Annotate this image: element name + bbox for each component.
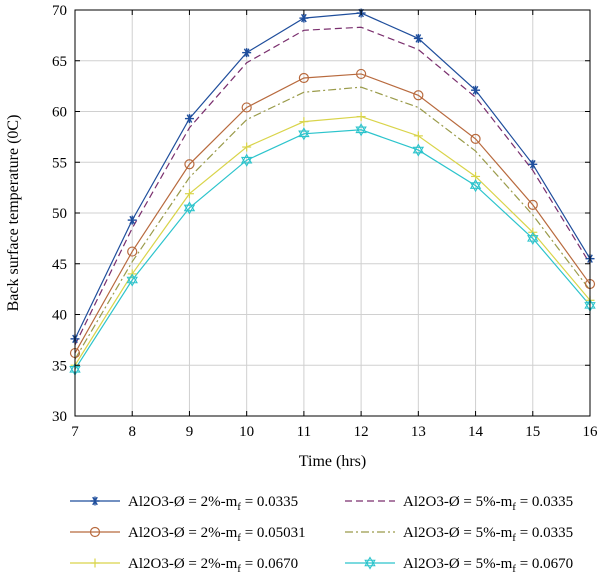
y-tick-labels: 30 35 40 45 50 55 60 65 70 bbox=[52, 3, 67, 425]
series-3-point bbox=[413, 90, 424, 101]
series-6-point bbox=[355, 123, 367, 137]
legend-marker bbox=[89, 526, 101, 538]
legend-label-value: = 0.0335 bbox=[516, 494, 573, 510]
legend-marker bbox=[364, 556, 376, 570]
legend-label-main: Al2O3-Ø = 2%-m bbox=[128, 556, 238, 572]
y-tick-label: 35 bbox=[52, 358, 67, 374]
y-tick-label: 60 bbox=[52, 105, 67, 121]
series-6-point bbox=[126, 273, 138, 287]
legend-item: Al2O3-Ø = 5%-mf = 0.0670 bbox=[345, 556, 573, 575]
legend-label: Al2O3-Ø = 2%-mf = 0.0335 bbox=[128, 494, 298, 513]
y-tick-label: 70 bbox=[52, 3, 67, 19]
legend-label-value: = 0.0670 bbox=[241, 556, 298, 572]
series-line-4 bbox=[74, 86, 591, 360]
series-5-point bbox=[413, 131, 423, 141]
legend-marker bbox=[90, 496, 100, 506]
y-tick-label: 40 bbox=[52, 308, 67, 324]
series-3-point bbox=[527, 199, 538, 210]
legend-label-value: = 0.05031 bbox=[241, 525, 306, 541]
legend-label-subscript: f bbox=[237, 563, 241, 575]
x-axis-label: Time (hrs) bbox=[299, 453, 366, 470]
grid bbox=[75, 10, 590, 416]
legend-label: Al2O3-Ø = 2%-mf = 0.0670 bbox=[128, 556, 298, 575]
legend-label-main: Al2O3-Ø = 2%-m bbox=[128, 494, 238, 510]
series-3-point bbox=[184, 159, 195, 170]
legend-item: Al2O3-Ø = 5%-mf = 0.0335 bbox=[345, 494, 573, 513]
legend-label-subscript: f bbox=[237, 501, 241, 513]
legend-label-value: = 0.0335 bbox=[241, 494, 298, 510]
series-1-point bbox=[471, 85, 481, 95]
series-lines bbox=[74, 12, 591, 370]
series-3-point bbox=[298, 72, 309, 84]
series-line-2 bbox=[74, 26, 591, 346]
legend-label-subscript: f bbox=[512, 563, 516, 575]
y-tick-label: 65 bbox=[52, 54, 67, 70]
series-3-point bbox=[470, 133, 481, 145]
y-tick-label: 55 bbox=[52, 155, 67, 171]
series-3-point bbox=[356, 68, 367, 80]
series-line-5 bbox=[74, 115, 591, 366]
legend-item: Al2O3-Ø = 2%-mf = 0.05031 bbox=[70, 525, 306, 544]
x-tick-label: 15 bbox=[525, 424, 540, 440]
x-tick-label: 8 bbox=[128, 424, 136, 440]
legend-label-main: Al2O3-Ø = 5%-m bbox=[403, 556, 513, 572]
x-tick-label: 13 bbox=[411, 424, 426, 440]
y-tick-label: 50 bbox=[52, 206, 67, 222]
series-3-point bbox=[127, 246, 138, 257]
legend-label-value: = 0.0335 bbox=[516, 525, 573, 541]
legend: Al2O3-Ø = 2%-mf = 0.0335 Al2O3-Ø = 5%-mf … bbox=[70, 494, 573, 575]
legend-label-subscript: f bbox=[237, 532, 241, 544]
legend-label: Al2O3-Ø = 5%-mf = 0.0670 bbox=[403, 556, 573, 575]
series-5-point bbox=[356, 112, 366, 122]
x-tick-labels: 7 8 9 10 11 12 13 14 15 16 bbox=[71, 424, 598, 440]
series-1-point bbox=[299, 13, 309, 23]
series-5-point bbox=[299, 117, 309, 127]
series-1-point bbox=[413, 33, 423, 43]
series-markers bbox=[69, 8, 596, 376]
series-line-3 bbox=[74, 73, 591, 354]
series-1-point bbox=[184, 114, 194, 124]
series-6-point bbox=[527, 231, 539, 245]
x-tick-label: 14 bbox=[468, 424, 484, 440]
x-tick-label: 12 bbox=[354, 424, 369, 440]
y-tick-label: 45 bbox=[52, 257, 67, 273]
x-tick-label: 16 bbox=[583, 424, 599, 440]
legend-label-main: Al2O3-Ø = 2%-m bbox=[128, 525, 238, 541]
y-tick-label: 30 bbox=[52, 409, 67, 425]
legend-label-subscript: f bbox=[512, 532, 516, 544]
series-1-point bbox=[528, 159, 538, 169]
series-line-1 bbox=[74, 12, 591, 340]
legend-label: Al2O3-Ø = 2%-mf = 0.05031 bbox=[128, 525, 306, 544]
legend-label-main: Al2O3-Ø = 5%-m bbox=[403, 494, 513, 510]
series-6-point bbox=[412, 143, 425, 157]
legend-item: Al2O3-Ø = 5%-mf = 0.0335 bbox=[345, 525, 573, 544]
series-1-point bbox=[242, 48, 252, 58]
series-line-6 bbox=[74, 129, 591, 370]
series-5-point bbox=[184, 189, 194, 199]
x-tick-label: 11 bbox=[297, 424, 311, 440]
series-6-point bbox=[240, 153, 253, 167]
legend-label-value: = 0.0670 bbox=[516, 556, 573, 572]
legend-label: Al2O3-Ø = 5%-mf = 0.0335 bbox=[403, 494, 573, 513]
ticks bbox=[74, 9, 591, 417]
legend-item: Al2O3-Ø = 2%-mf = 0.0670 bbox=[70, 556, 298, 575]
series-6-point bbox=[469, 178, 482, 193]
legend-label-main: Al2O3-Ø = 5%-m bbox=[403, 525, 513, 541]
series-6-point bbox=[183, 201, 196, 215]
x-tick-label: 10 bbox=[239, 424, 254, 440]
legend-label-subscript: f bbox=[512, 501, 516, 513]
legend-label: Al2O3-Ø = 5%-mf = 0.0335 bbox=[403, 525, 573, 544]
series-5-point bbox=[242, 142, 252, 152]
series-3-point bbox=[241, 102, 252, 113]
series-6-point bbox=[298, 127, 310, 141]
x-tick-label: 9 bbox=[186, 424, 194, 440]
legend-item: Al2O3-Ø = 2%-mf = 0.0335 bbox=[70, 494, 298, 513]
series-1-point bbox=[127, 215, 137, 225]
y-axis-label: Back surface temperature (0C) bbox=[5, 115, 22, 312]
legend-marker bbox=[90, 558, 100, 568]
x-tick-label: 7 bbox=[71, 424, 79, 440]
